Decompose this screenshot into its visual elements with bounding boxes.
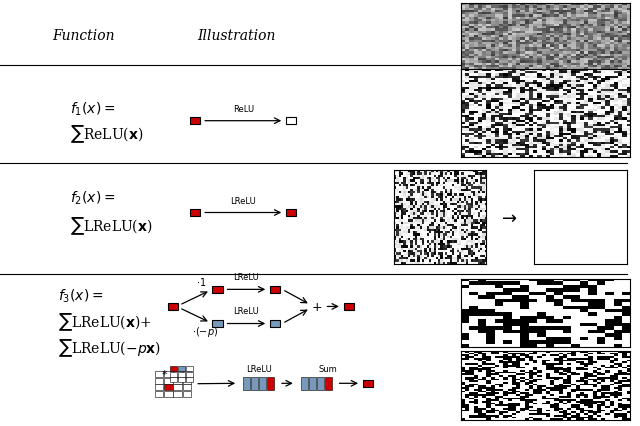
Bar [344, 303, 354, 310]
Bar [170, 366, 177, 371]
Bar [186, 372, 193, 377]
Text: Function: Function [52, 29, 115, 43]
Text: +: + [312, 300, 322, 313]
Bar [164, 384, 173, 390]
Text: LReLU: LReLU [246, 365, 272, 374]
Text: Sum: Sum [319, 365, 338, 374]
Text: $\sum$LReLU($\mathbf{x}$)+: $\sum$LReLU($\mathbf{x}$)+ [58, 311, 152, 332]
Bar [286, 210, 296, 216]
Bar [164, 378, 173, 384]
Bar [268, 377, 275, 390]
Bar [212, 320, 223, 327]
Bar [186, 377, 193, 383]
Bar [324, 377, 332, 390]
Bar [183, 371, 191, 377]
Text: $\cdot 1$: $\cdot 1$ [196, 275, 207, 287]
Bar [178, 366, 185, 371]
Bar [178, 372, 185, 377]
Bar [155, 384, 163, 390]
Bar [164, 391, 173, 397]
Bar [173, 378, 182, 384]
Text: $f_2(x) =$: $f_2(x) =$ [70, 190, 116, 207]
Bar [309, 377, 316, 390]
Text: $f_1(x) =$: $f_1(x) =$ [70, 100, 116, 117]
Bar [186, 366, 193, 371]
Bar [183, 384, 191, 390]
Bar [270, 286, 280, 293]
Text: $\rightarrow$: $\rightarrow$ [498, 208, 517, 226]
Bar [243, 377, 250, 390]
Text: LReLU: LReLU [230, 196, 256, 206]
Bar [317, 377, 324, 390]
Bar [183, 391, 191, 397]
Text: $\sum$LReLU($-p\mathbf{x}$): $\sum$LReLU($-p\mathbf{x}$) [58, 337, 161, 358]
Bar [178, 377, 185, 383]
Text: ReLU: ReLU [232, 105, 254, 114]
Bar [170, 372, 177, 377]
Bar [155, 378, 163, 384]
Text: $f_3(x) =$: $f_3(x) =$ [58, 288, 103, 305]
Bar [363, 380, 373, 387]
Bar [301, 377, 308, 390]
Bar [155, 371, 163, 377]
Bar [173, 384, 182, 390]
Bar [286, 118, 296, 125]
Text: Illustration: Illustration [198, 29, 276, 43]
Bar [190, 210, 200, 216]
Text: $\sum$LReLU($\mathbf{x}$): $\sum$LReLU($\mathbf{x}$) [70, 215, 153, 236]
Bar [168, 303, 178, 310]
Bar [183, 378, 191, 384]
Text: $\sum$ReLU($\mathbf{x}$): $\sum$ReLU($\mathbf{x}$) [70, 124, 144, 145]
Bar [173, 391, 182, 397]
Text: $\cdot(-p)$: $\cdot(-p)$ [192, 325, 218, 338]
Bar [252, 377, 259, 390]
Bar [190, 118, 200, 125]
Text: LReLU: LReLU [234, 272, 259, 281]
Bar [173, 371, 182, 377]
Bar [164, 371, 173, 377]
Text: *: * [161, 369, 167, 379]
Bar [170, 377, 177, 383]
Bar [259, 377, 266, 390]
Bar [155, 391, 163, 397]
Text: LReLU: LReLU [234, 306, 259, 315]
Bar [212, 286, 223, 293]
Bar [270, 320, 280, 327]
